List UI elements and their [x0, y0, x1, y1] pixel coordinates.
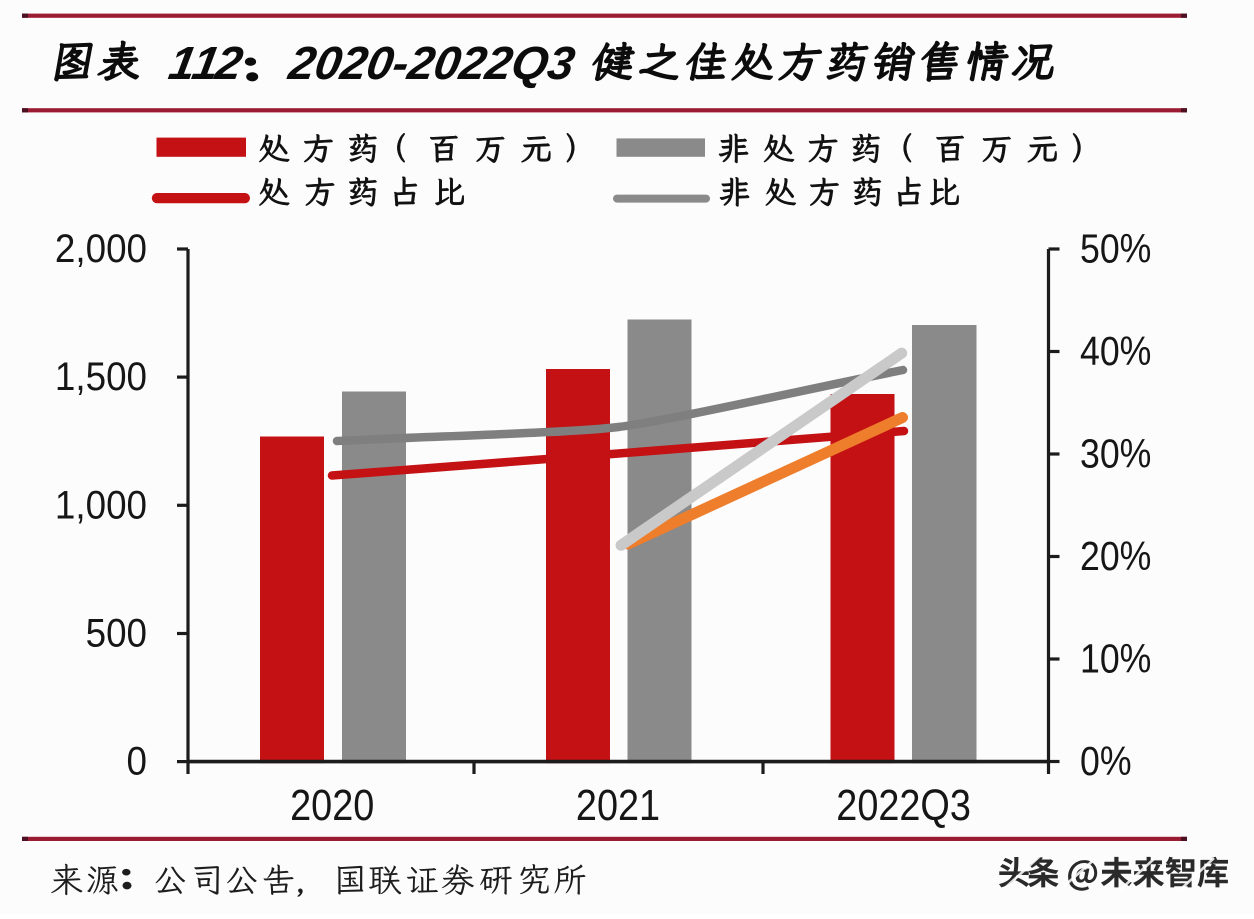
svg-text:1,500: 1,500 — [55, 355, 147, 400]
svg-text:2,000: 2,000 — [55, 227, 147, 272]
svg-text:50%: 50% — [1080, 226, 1151, 272]
svg-text:1,000: 1,000 — [55, 483, 147, 528]
svg-text:0: 0 — [127, 739, 147, 784]
svg-text:30%: 30% — [1080, 431, 1151, 477]
svg-text:2022Q3: 2022Q3 — [836, 780, 971, 829]
svg-text:0%: 0% — [1080, 739, 1132, 785]
svg-text:2021: 2021 — [576, 780, 660, 829]
svg-text:500: 500 — [86, 611, 147, 656]
svg-text:10%: 10% — [1080, 636, 1151, 682]
svg-text:20%: 20% — [1080, 534, 1151, 580]
svg-text:40%: 40% — [1080, 329, 1151, 375]
svg-text:2020: 2020 — [290, 780, 374, 829]
